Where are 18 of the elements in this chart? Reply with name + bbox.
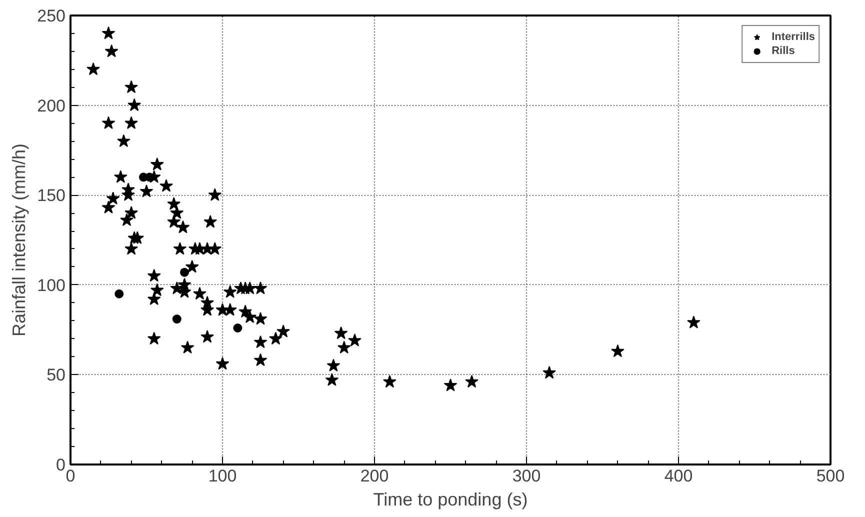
y-tick-label: 100 xyxy=(37,276,66,295)
point xyxy=(114,289,124,298)
y-tick-label: 50 xyxy=(46,366,66,385)
x-axis-title: Time to ponding (s) xyxy=(373,490,528,510)
point xyxy=(172,314,182,324)
y-tick-label: 150 xyxy=(37,186,66,206)
x-tick-label: 200 xyxy=(360,466,389,486)
point xyxy=(233,324,242,332)
x-tick-label: 100 xyxy=(208,466,237,486)
legend-label: Rills xyxy=(772,44,795,58)
x-tick-label: 300 xyxy=(512,466,541,486)
legend-label: Interrills xyxy=(772,30,815,44)
y-axis-title: Rainfall intensity (mm/h) xyxy=(9,143,30,337)
y-tick-label: 250 xyxy=(37,6,66,26)
x-tick-label: 400 xyxy=(664,466,693,486)
point xyxy=(180,268,189,277)
y-tick-label: 200 xyxy=(37,96,66,116)
x-tick-label: 500 xyxy=(816,466,845,486)
